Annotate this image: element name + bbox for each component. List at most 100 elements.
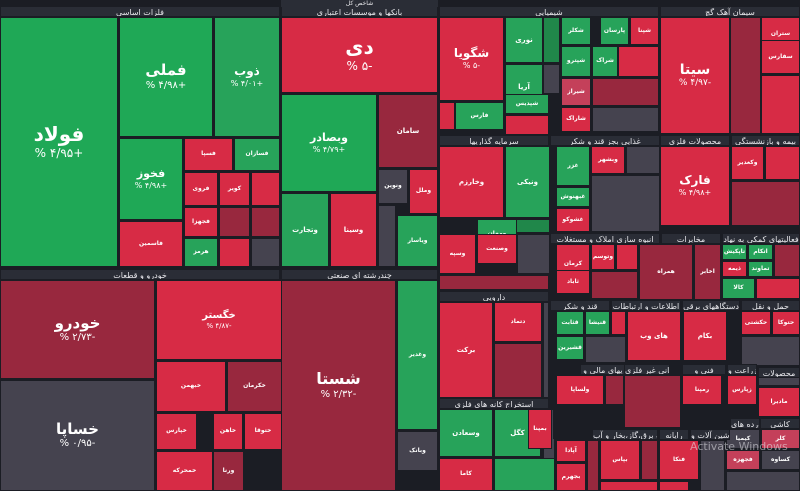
stock-tile[interactable]: شاراک — [561, 107, 591, 132]
stock-tile[interactable]: دتماد — [494, 302, 542, 342]
stock-tile[interactable]: اخابر — [694, 244, 721, 300]
stock-tile[interactable]: فنکا — [659, 440, 699, 480]
stock-tile[interactable]: غشوکو — [556, 208, 590, 232]
stock-tile[interactable]: ثاباد — [556, 270, 590, 294]
stock-tile[interactable]: کالا — [722, 278, 755, 299]
stock-tile[interactable]: فجهزا — [184, 207, 218, 237]
stock-tile[interactable]: وتوسم — [591, 244, 615, 270]
stock-tile[interactable]: حتوکا — [772, 311, 800, 335]
stock-tile[interactable]: ورنا — [213, 451, 244, 491]
stock-tile[interactable]: فخوز +۴/۹۸ % — [119, 138, 183, 220]
stock-tile[interactable]: ویاسار — [397, 215, 438, 267]
stock-tile[interactable]: خکرمان — [227, 361, 282, 412]
stock-symbol: شراک — [596, 57, 614, 65]
stock-tile[interactable]: وغدیر — [397, 280, 438, 430]
stock-tile[interactable]: برکت — [439, 302, 493, 398]
stock-tile[interactable]: مادیرا — [758, 387, 800, 417]
stock-tile[interactable]: خاهن — [213, 413, 243, 450]
stock-tile[interactable]: بکام — [683, 311, 727, 361]
stock-tile[interactable]: وبصادر +۴/۷۹ % — [281, 94, 377, 192]
treemap-cell — [517, 234, 550, 274]
stock-tile[interactable]: خبهمن — [156, 361, 226, 412]
stock-tile[interactable]: ذوب +۴/۰۱ % — [214, 17, 280, 137]
stock-tile[interactable]: بمپنا — [528, 409, 552, 449]
stock-tile[interactable]: قنیشا — [585, 311, 610, 335]
stock-tile[interactable]: حکشتی — [741, 311, 771, 335]
stock-tile[interactable]: غزر — [556, 146, 590, 186]
stock-tile[interactable]: آپادا — [556, 440, 586, 462]
stock-tile[interactable]: فولاد +۴/۹۵ % — [0, 17, 118, 267]
stock-tile[interactable]: وصنعت — [477, 234, 517, 264]
stock-symbol: کگل — [510, 428, 525, 437]
sector-header: اطلاعات و ارتباطات — [611, 300, 681, 311]
stock-symbol: رمپنا — [694, 385, 710, 393]
stock-tile[interactable]: هرمز — [184, 238, 218, 267]
stock-tile[interactable]: شگویا -۵ % — [439, 17, 504, 101]
stock-symbol: قثابت — [561, 318, 579, 326]
stock-tile[interactable]: قشیرین — [556, 336, 584, 360]
stock-tile[interactable]: خپارس — [156, 413, 197, 450]
stock-tile[interactable]: فملی +۴/۹۸ % — [119, 17, 213, 137]
stock-tile[interactable]: ذیمه — [722, 261, 747, 277]
stock-tile[interactable]: کساوه — [761, 450, 800, 470]
stock-tile[interactable]: کویر — [219, 172, 250, 206]
stock-tile[interactable]: فسازان — [234, 138, 280, 171]
stock-tile[interactable]: شپدیس — [505, 94, 549, 114]
stock-tile[interactable]: های وب — [627, 311, 681, 361]
stock-tile[interactable]: شراک — [592, 46, 618, 77]
stock-tile[interactable]: رمپنا — [682, 375, 722, 405]
stock-tile[interactable]: تماوند — [748, 261, 773, 277]
stock-tile[interactable]: ختوقا — [244, 413, 282, 450]
stock-symbol: مادیرا — [770, 397, 788, 405]
stock-tile[interactable]: شستا -۲/۳۲ % — [281, 280, 396, 491]
stock-tile[interactable]: وتجارت — [281, 193, 329, 267]
stock-tile[interactable]: فسپا — [184, 138, 233, 171]
stock-tile[interactable]: فارس — [455, 102, 504, 130]
stock-tile[interactable]: غبهنوش — [556, 187, 590, 207]
stock-tile[interactable]: سفارس — [761, 40, 800, 74]
stock-tile[interactable]: شپنا — [630, 17, 659, 45]
stock-tile[interactable]: همراه — [639, 244, 693, 300]
stock-tile[interactable]: بجهرم — [556, 463, 586, 491]
stock-tile[interactable]: وکغدیر — [731, 146, 764, 180]
stock-tile[interactable]: خودرو -۲/۷۳ % — [0, 280, 155, 379]
stock-symbol: همراه — [657, 267, 675, 275]
stock-tile[interactable]: تاپکیش — [722, 244, 747, 260]
stock-tile[interactable]: وملل — [409, 169, 438, 214]
stock-tile[interactable]: شیراز — [561, 78, 591, 106]
stock-tile[interactable]: ولساپا — [556, 375, 604, 405]
stock-tile[interactable]: قثابت — [556, 311, 584, 335]
treemap-cell — [592, 107, 659, 132]
stock-change: -۵ % — [346, 59, 373, 74]
stock-tile[interactable]: فجهزه — [726, 450, 760, 470]
stock-tile[interactable]: وبانک — [397, 431, 438, 471]
sector-header: حمل و نقل — [741, 300, 800, 311]
stock-tile[interactable]: کاما — [439, 458, 493, 491]
treemap-cell — [761, 75, 800, 134]
stock-tile[interactable]: ونوین — [378, 169, 408, 204]
stock-tile[interactable]: زپارس — [727, 375, 757, 405]
stock-tile[interactable]: بپاس — [600, 440, 640, 480]
stock-tile[interactable]: وسعادن — [439, 409, 493, 457]
stock-tile[interactable]: خگستر -۴/۸۷ % — [156, 280, 282, 360]
stock-tile[interactable]: ونیکی — [505, 146, 550, 218]
stock-tile[interactable]: کیمیا — [726, 429, 760, 449]
stock-tile[interactable]: خمحرکه — [156, 451, 213, 491]
stock-symbol: وبصادر — [310, 130, 348, 144]
stock-tile[interactable]: پارسان — [600, 17, 629, 45]
stock-tile[interactable]: وبشهر — [591, 146, 625, 174]
stock-tile[interactable]: خساپا -۰/۹۵ % — [0, 380, 155, 491]
stock-tile[interactable]: اتکام — [748, 244, 773, 260]
stock-tile[interactable]: فاسمین — [119, 221, 183, 267]
stock-tile[interactable]: سامان — [378, 94, 438, 168]
stock-tile[interactable]: وسپه — [439, 234, 476, 274]
stock-tile[interactable]: وسینا — [330, 193, 377, 267]
stock-tile[interactable]: فروی — [184, 172, 218, 206]
stock-tile[interactable]: نوری — [505, 17, 543, 63]
stock-tile[interactable]: شکلر — [561, 17, 591, 45]
stock-tile[interactable]: سیتا -۴/۹۷ % — [660, 17, 730, 134]
stock-tile[interactable]: شپترو — [561, 46, 591, 77]
stock-tile[interactable]: دی -۵ % — [281, 17, 438, 93]
stock-tile[interactable]: وخارزم — [439, 146, 504, 218]
stock-tile[interactable]: فارک +۴/۹۸ % — [660, 146, 730, 226]
